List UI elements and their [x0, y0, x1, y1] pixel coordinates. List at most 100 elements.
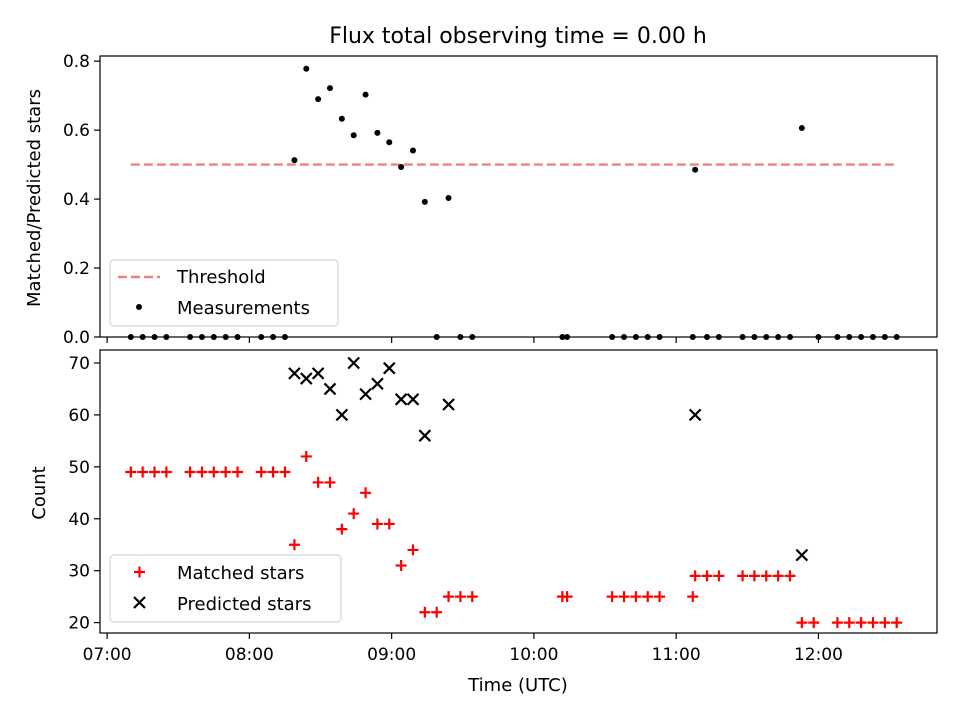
top-y-tick-label: 0.8	[63, 52, 90, 72]
measurement-point	[303, 65, 310, 72]
matched-stars-point	[760, 570, 772, 582]
measurement-point	[374, 129, 381, 136]
measurement-point	[326, 85, 333, 92]
matched-stars-point	[196, 466, 208, 478]
legend-matched-swatch	[134, 566, 145, 578]
measurement-point	[409, 147, 416, 154]
matched-stars-point	[843, 617, 855, 629]
matched-stars-point	[300, 450, 312, 462]
predicted-stars-point	[418, 429, 432, 442]
measurement-point	[362, 91, 369, 98]
top-y-tick-label: 0.0	[63, 328, 90, 348]
matched-stars-point	[466, 591, 478, 603]
matched-stars-point	[407, 544, 419, 556]
predicted-stars-point	[795, 548, 809, 562]
x-tick-label: 07:00	[83, 645, 132, 665]
matched-stars-point	[125, 466, 137, 478]
x-tick-label: 12:00	[794, 645, 843, 665]
matched-stars-point	[654, 591, 666, 603]
matched-stars-point	[831, 617, 843, 629]
predicted-stars-point	[311, 367, 325, 380]
matched-stars-point	[855, 617, 867, 629]
matched-stars-point	[160, 466, 172, 478]
matched-stars-point	[879, 617, 891, 629]
legend-threshold-label: Threshold	[176, 267, 266, 288]
top-legend: Threshold Measurements	[109, 259, 339, 327]
matched-stars-point	[561, 591, 573, 603]
matched-stars-point	[431, 606, 443, 618]
matched-stars-point	[267, 466, 279, 478]
measurement-point	[386, 139, 393, 146]
matched-stars-point	[419, 606, 431, 618]
predicted-stars-point	[442, 398, 455, 411]
predicted-stars-point	[371, 377, 384, 391]
bottom-legend-box	[109, 554, 342, 623]
top-y-tick-label: 0.2	[63, 259, 90, 279]
measurement-point	[338, 115, 345, 122]
matched-stars-point	[348, 508, 360, 520]
top-plot-frame	[99, 55, 938, 338]
matched-stars-point	[701, 570, 713, 582]
predicted-stars-point	[300, 372, 313, 385]
matched-stars-point	[642, 591, 654, 603]
bottom-y-tick-label: 60	[68, 406, 90, 426]
legend-predicted-swatch	[133, 596, 146, 609]
matched-stars-point	[395, 559, 407, 571]
predicted-stars-point	[688, 408, 702, 422]
bottom-y-tick-label: 70	[68, 354, 90, 374]
matched-stars-point	[808, 617, 820, 629]
matched-stars-point	[137, 466, 149, 478]
chart-title: Flux total observing time = 0.00 h	[329, 24, 707, 49]
matched-stars-point	[208, 466, 220, 478]
matched-stars-point	[618, 591, 630, 603]
predicted-stars-point	[382, 361, 396, 375]
matched-stars-point	[606, 591, 618, 603]
top-y-tick-label: 0.6	[63, 121, 90, 141]
matched-stars-point	[687, 591, 699, 603]
legend-matched-label: Matched stars	[177, 563, 304, 584]
top-y-axis-label: Matched/Predicted stars	[24, 89, 45, 307]
matched-stars-point	[371, 518, 383, 530]
measurement-point	[692, 166, 699, 173]
legend-measurements-swatch	[136, 304, 142, 310]
bottom-plot-frame	[99, 349, 938, 634]
measurement-point	[350, 132, 357, 139]
matched-stars-point	[772, 570, 784, 582]
matched-stars-point	[689, 570, 701, 582]
matched-stars-point	[324, 476, 336, 488]
matched-stars-point	[891, 617, 903, 629]
bottom-y-tick-label: 50	[68, 458, 90, 478]
bottom-panel: Count Time (UTC) 20 30 40 50 60 70 07:00 08:00 0…	[29, 349, 938, 696]
matched-stars-point	[288, 539, 300, 551]
matched-stars-point	[737, 570, 749, 582]
x-tick-label: 09:00	[367, 645, 416, 665]
matched-stars-point	[279, 466, 291, 478]
bottom-y-tick-label: 40	[68, 510, 90, 530]
matched-stars-point	[220, 466, 232, 478]
matched-stars-point	[867, 617, 879, 629]
predicted-stars-point	[323, 382, 337, 396]
x-tick-label: 11:00	[652, 645, 701, 665]
bottom-y-axis-label: Count	[29, 466, 50, 519]
legend-measurements-label: Measurements	[177, 298, 310, 319]
matched-stars-point	[312, 476, 324, 488]
predicted-stars-point	[359, 387, 372, 401]
matched-stars-point	[184, 466, 196, 478]
top-panel: Flux total observing time = 0.00 h Match…	[24, 24, 938, 348]
measurement-point	[291, 157, 298, 164]
matched-stars-point	[443, 591, 455, 603]
measurement-point	[398, 164, 405, 171]
bottom-y-tick-label: 30	[68, 562, 90, 582]
matched-stars-point	[784, 570, 796, 582]
x-axis-label: Time (UTC)	[467, 675, 568, 696]
matched-stars-point	[149, 466, 161, 478]
top-legend-box	[109, 259, 339, 327]
matched-stars-point	[232, 466, 244, 478]
predicted-stars-point	[394, 393, 408, 406]
predicted-stars-point	[335, 408, 349, 422]
measurement-point	[315, 96, 322, 103]
matched-stars-point	[713, 570, 725, 582]
matched-stars-point	[383, 518, 395, 530]
matched-stars-point	[630, 591, 642, 603]
